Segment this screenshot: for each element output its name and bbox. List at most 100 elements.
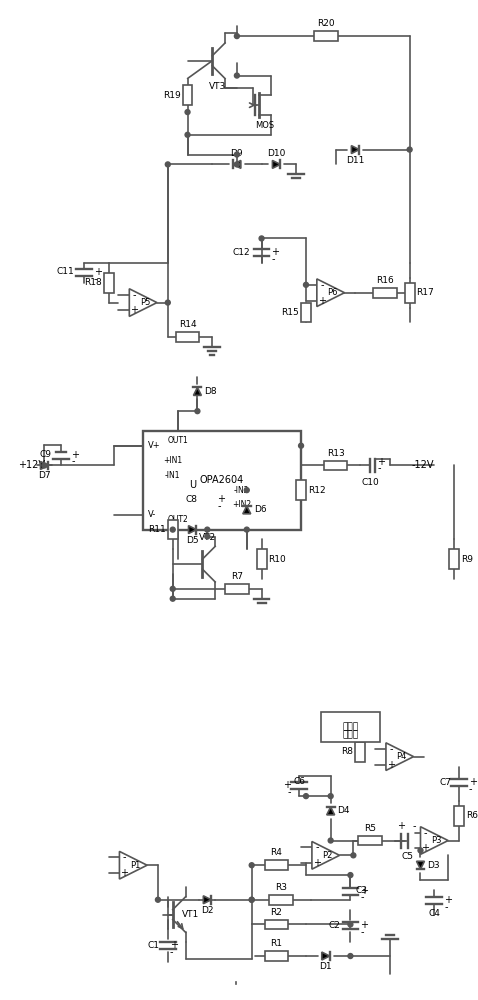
- Text: +: +: [360, 920, 368, 930]
- Bar: [355, 742, 365, 762]
- Text: +: +: [94, 267, 102, 277]
- Text: +: +: [422, 843, 429, 853]
- Text: +: +: [377, 457, 385, 467]
- Text: +: +: [283, 780, 291, 790]
- Text: R1: R1: [271, 939, 282, 948]
- Text: D6: D6: [254, 505, 266, 514]
- Circle shape: [418, 848, 423, 853]
- Polygon shape: [416, 861, 424, 869]
- Polygon shape: [421, 827, 448, 854]
- Text: VT2: VT2: [199, 533, 216, 542]
- Text: C5: C5: [402, 852, 413, 861]
- Text: +12V: +12V: [18, 460, 45, 470]
- Text: R20: R20: [317, 19, 335, 28]
- Polygon shape: [272, 160, 280, 168]
- Polygon shape: [188, 526, 196, 534]
- Text: -12V: -12V: [412, 460, 435, 470]
- Circle shape: [185, 110, 190, 115]
- Text: +: +: [71, 450, 79, 460]
- Text: OUT2: OUT2: [167, 515, 188, 524]
- Polygon shape: [233, 160, 241, 168]
- Bar: [270, 895, 293, 905]
- Text: VT1: VT1: [182, 910, 199, 919]
- Circle shape: [348, 954, 353, 958]
- Bar: [168, 520, 178, 539]
- Bar: [104, 273, 113, 293]
- Text: -: -: [444, 902, 448, 912]
- Polygon shape: [130, 289, 157, 316]
- Text: P6: P6: [327, 288, 338, 297]
- Text: -: -: [71, 457, 75, 467]
- Polygon shape: [386, 743, 413, 770]
- Text: P1: P1: [130, 861, 141, 870]
- Circle shape: [249, 897, 254, 902]
- Text: C12: C12: [232, 248, 250, 257]
- Text: C3: C3: [355, 886, 367, 895]
- Circle shape: [234, 162, 239, 167]
- Text: -: -: [320, 280, 324, 290]
- Text: C11: C11: [56, 267, 74, 276]
- Circle shape: [170, 596, 175, 601]
- Text: VT3: VT3: [208, 82, 226, 91]
- Text: R16: R16: [376, 276, 394, 285]
- Text: D3: D3: [427, 861, 440, 870]
- Text: D10: D10: [267, 149, 285, 158]
- Text: V-: V-: [148, 510, 156, 519]
- Text: R18: R18: [84, 278, 102, 287]
- Text: P5: P5: [140, 298, 150, 307]
- Polygon shape: [327, 807, 335, 815]
- Text: R2: R2: [271, 908, 282, 917]
- Text: R14: R14: [179, 320, 196, 329]
- Text: +: +: [170, 940, 178, 950]
- Text: R11: R11: [148, 525, 166, 534]
- Bar: [449, 549, 459, 569]
- Text: R19: R19: [163, 91, 181, 100]
- Text: -: -: [288, 787, 291, 797]
- Circle shape: [234, 152, 239, 157]
- Bar: [143, 431, 301, 530]
- Circle shape: [407, 147, 412, 152]
- Text: 波电路: 波电路: [342, 730, 358, 739]
- Text: R10: R10: [269, 555, 286, 564]
- Circle shape: [170, 527, 175, 532]
- Bar: [296, 480, 306, 500]
- Circle shape: [185, 132, 190, 137]
- Text: C7: C7: [439, 778, 451, 787]
- Circle shape: [328, 838, 333, 843]
- Text: C2: C2: [329, 921, 340, 930]
- Bar: [358, 836, 382, 845]
- Text: -: -: [413, 821, 416, 831]
- Text: V+: V+: [148, 441, 161, 450]
- Bar: [257, 549, 267, 569]
- Text: R3: R3: [275, 883, 287, 892]
- Text: D8: D8: [204, 387, 217, 396]
- Bar: [373, 288, 397, 298]
- Polygon shape: [243, 506, 251, 514]
- Bar: [225, 584, 249, 594]
- Text: +: +: [397, 821, 405, 831]
- Text: R4: R4: [271, 848, 282, 857]
- Polygon shape: [120, 851, 147, 879]
- Text: R8: R8: [341, 747, 353, 756]
- Text: -: -: [377, 463, 380, 473]
- Circle shape: [42, 463, 47, 468]
- Bar: [321, 712, 380, 742]
- Polygon shape: [312, 842, 339, 869]
- Text: -: -: [123, 852, 126, 862]
- Bar: [264, 920, 288, 929]
- Text: R15: R15: [282, 308, 299, 317]
- Circle shape: [170, 586, 175, 591]
- Text: U: U: [189, 480, 196, 490]
- Text: P3: P3: [431, 836, 442, 845]
- Text: -: -: [315, 842, 319, 852]
- Circle shape: [244, 527, 249, 532]
- Text: 低通滤: 低通滤: [342, 723, 358, 732]
- Text: +: +: [318, 296, 326, 306]
- Text: OPA2604: OPA2604: [200, 475, 244, 485]
- Circle shape: [348, 873, 353, 878]
- Text: +: +: [272, 247, 280, 257]
- Text: -: -: [360, 892, 364, 902]
- Text: C6: C6: [293, 777, 305, 786]
- Bar: [324, 461, 348, 470]
- Text: C8: C8: [185, 495, 197, 504]
